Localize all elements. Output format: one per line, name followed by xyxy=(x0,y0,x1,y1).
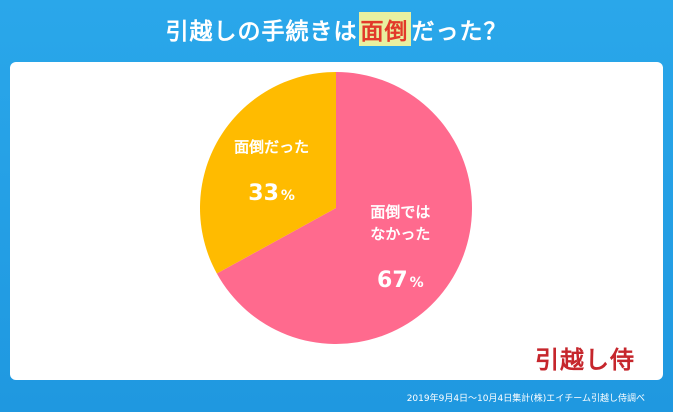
slice-label-troublesome: 面倒だった xyxy=(234,138,309,156)
chart-title: 引越しの手続きは 面倒 だった？ xyxy=(0,0,673,58)
slice-label-not-troublesome: 面倒ではなかった xyxy=(370,203,430,243)
pie-slice-troublesome xyxy=(200,72,336,274)
title-text-highlight: 面倒 xyxy=(358,12,411,46)
brand-logo: 引越し侍 xyxy=(535,345,635,374)
slice-value-not-troublesome: 67% xyxy=(377,268,424,293)
title-text-before: 引越しの手続きは xyxy=(165,19,358,45)
chart-panel: 面倒ではなかった 67% 面倒だった 33% 引越し侍 xyxy=(10,62,663,380)
pie-chart: 面倒ではなかった 67 % 面倒だった 33% xyxy=(200,72,472,344)
source-footnote: 2019年9月4日〜10月4日集計(株)エイチーム引越し侍調べ xyxy=(406,394,645,404)
slice-value-troublesome: 33% xyxy=(248,181,295,206)
pie-slice-not-troublesome xyxy=(216,72,472,344)
title-text-after: だった？ xyxy=(411,19,508,45)
